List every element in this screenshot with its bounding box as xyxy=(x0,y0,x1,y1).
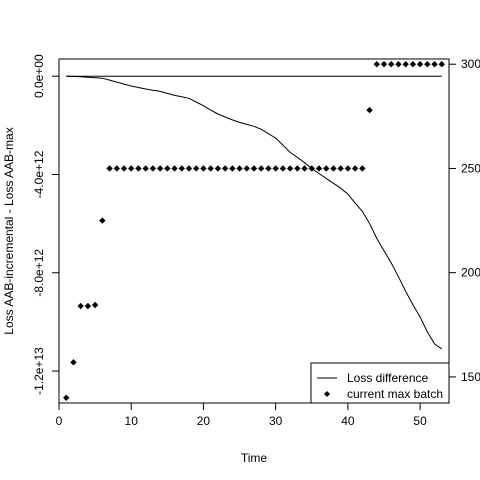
max-batch-point xyxy=(120,165,128,172)
y-axis-label-left: Loss AAB-incremental - Loss AAB-max xyxy=(2,127,16,334)
max-batch-point xyxy=(243,165,250,172)
max-batch-point xyxy=(113,165,120,172)
max-batch-point xyxy=(272,165,279,172)
max-batch-point xyxy=(402,61,409,68)
max-batch-point xyxy=(142,165,149,172)
max-batch-point xyxy=(351,165,359,172)
max-batch-point xyxy=(294,165,301,172)
max-batch-point xyxy=(315,165,323,172)
max-batch-point xyxy=(106,165,113,172)
max-batch-point xyxy=(185,165,193,172)
max-batch-point xyxy=(424,61,431,68)
y-right-tick-label: 20000 xyxy=(461,266,480,280)
legend-box xyxy=(310,362,450,404)
y-right-tick-label: 15000 xyxy=(461,370,480,384)
x-tick-label: 40 xyxy=(341,414,355,428)
legend: Loss difference current max batch xyxy=(310,362,450,404)
legend-diamond-icon xyxy=(324,391,330,397)
max-batch-point xyxy=(207,165,214,172)
x-tick-label: 20 xyxy=(197,414,211,428)
max-batch-point xyxy=(366,106,373,114)
x-tick-label: 30 xyxy=(269,414,283,428)
loss-difference-line xyxy=(66,75,443,350)
max-batch-point xyxy=(193,165,200,172)
max-batch-point xyxy=(156,165,164,172)
max-batch-point xyxy=(164,165,171,172)
max-batch-point xyxy=(135,165,142,172)
max-batch-point xyxy=(77,302,84,310)
y-left-axis: 0.0e+00 -4.0e+12 -8.0e+12 -1.2e+13 xyxy=(32,54,60,395)
max-batch-point xyxy=(265,165,272,172)
max-batch-point xyxy=(200,165,207,172)
max-batch-point xyxy=(149,165,157,172)
max-batch-point xyxy=(323,165,330,172)
legend-label-current-max-batch: current max batch xyxy=(347,387,443,401)
max-batch-point xyxy=(91,301,99,309)
max-batch-point xyxy=(236,165,243,172)
y-right-tick-label: 25000 xyxy=(461,161,480,175)
y-right-tick-label: 30000 xyxy=(461,57,480,71)
max-batch-point xyxy=(308,165,315,172)
max-batch-point xyxy=(221,165,229,172)
max-batch-point xyxy=(250,165,258,172)
max-batch-point xyxy=(84,302,92,310)
max-batch-point xyxy=(258,165,265,172)
max-batch-point xyxy=(373,61,380,68)
y-right-axis: 15000 20000 25000 30000 xyxy=(448,57,480,384)
series-layer xyxy=(63,61,445,401)
x-tick-label: 0 xyxy=(56,414,63,428)
max-batch-point xyxy=(388,61,395,68)
max-batch-point xyxy=(99,217,106,224)
legend-label-loss-difference: Loss difference xyxy=(347,371,428,385)
max-batch-point xyxy=(70,359,77,366)
max-batch-point xyxy=(344,165,352,172)
max-batch-point xyxy=(178,165,185,172)
y-left-tick-label: -1.2e+13 xyxy=(32,347,46,395)
max-batch-point xyxy=(171,165,178,172)
max-batch-point xyxy=(416,61,424,68)
max-batch-point xyxy=(214,165,222,172)
y-left-tick-label: -4.0e+12 xyxy=(32,150,46,198)
x-axis-label: Time xyxy=(241,451,268,465)
max-batch-point xyxy=(301,165,308,172)
max-batch-point xyxy=(337,165,344,172)
max-batch-point xyxy=(286,165,294,172)
max-batch-point xyxy=(431,61,438,68)
y-left-tick-label: -8.0e+12 xyxy=(32,249,46,297)
max-batch-point xyxy=(438,61,445,68)
max-batch-point xyxy=(359,165,366,172)
max-batch-point xyxy=(409,61,417,68)
y-left-tick-label: 0.0e+00 xyxy=(32,54,46,98)
max-batch-point xyxy=(279,165,287,172)
x-tick-label: 50 xyxy=(413,414,427,428)
max-batch-point xyxy=(63,394,70,401)
max-batch-point xyxy=(128,165,135,172)
max-batch-point xyxy=(395,61,402,68)
max-batch-point xyxy=(330,165,337,172)
x-tick-label: 10 xyxy=(125,414,139,428)
max-batch-point xyxy=(380,61,388,68)
max-batch-point xyxy=(229,165,236,172)
